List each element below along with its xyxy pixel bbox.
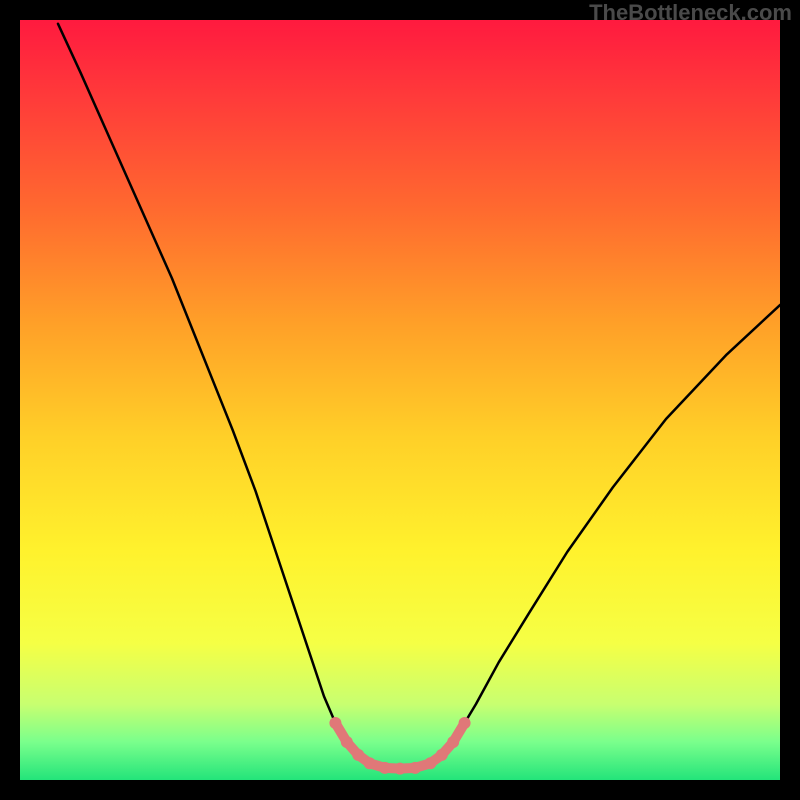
optimal-zone-marker: [379, 762, 391, 774]
optimal-zone-marker: [436, 749, 448, 761]
optimal-zone-marker: [352, 749, 364, 761]
chart-container: TheBottleneck.com: [0, 0, 800, 800]
optimal-zone-marker: [394, 763, 406, 775]
optimal-zone-marker: [341, 736, 353, 748]
optimal-zone-markers: [329, 717, 470, 775]
optimal-zone-marker: [329, 717, 341, 729]
optimal-zone-marker: [409, 762, 421, 774]
optimal-zone-marker: [459, 717, 471, 729]
plot-area: [20, 20, 780, 780]
optimal-zone-marker: [424, 757, 436, 769]
optimal-zone-marker: [447, 736, 459, 748]
curve-overlay: [20, 20, 780, 780]
optimal-zone-stroke: [335, 723, 464, 769]
watermark-text: TheBottleneck.com: [589, 0, 792, 26]
bottleneck-curve: [58, 24, 780, 769]
optimal-zone-marker: [364, 757, 376, 769]
